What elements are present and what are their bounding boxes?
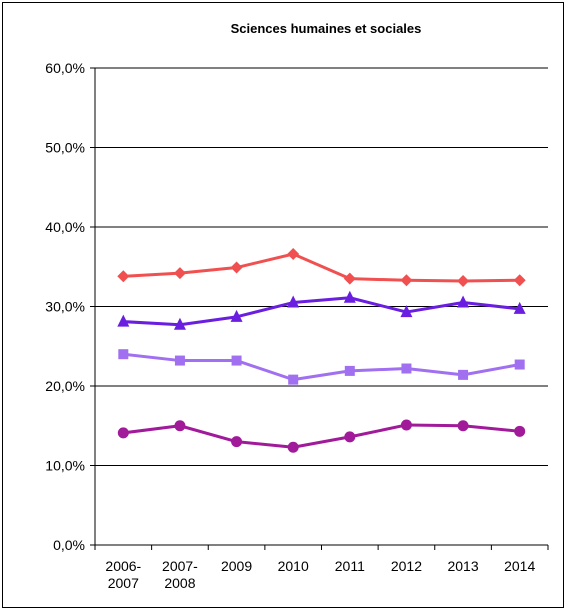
data-point	[231, 262, 243, 274]
y-tick-label: 60,0%	[45, 60, 85, 76]
x-tick-labels: 2006-2007 2007-2008 2009 2010 2011 2012 2013 20…	[105, 558, 535, 591]
y-tick-label: 10,0%	[45, 458, 85, 474]
x-tick-label: 2006-	[105, 558, 141, 574]
data-point	[231, 436, 242, 447]
x-tick-label: 2007-	[162, 558, 198, 574]
x-tick-label: 2009	[221, 558, 252, 574]
x-tick-label: 2014	[504, 558, 535, 574]
data-point	[174, 420, 185, 431]
data-point	[344, 431, 355, 442]
series-line-1	[123, 254, 519, 281]
data-point	[514, 426, 525, 437]
y-tick-label: 20,0%	[45, 378, 85, 394]
data-point	[288, 442, 299, 453]
data-point	[175, 356, 185, 366]
x-tick-label: 2012	[391, 558, 422, 574]
data-point	[118, 427, 129, 438]
data-point	[458, 370, 468, 380]
data-point	[401, 364, 411, 374]
data-point	[174, 267, 186, 279]
x-tick-label: 2013	[447, 558, 478, 574]
data-point	[514, 274, 526, 286]
data-point	[345, 366, 355, 376]
data-point	[400, 274, 412, 286]
data-point	[117, 270, 129, 282]
y-tick-label: 50,0%	[45, 140, 85, 156]
chart-title: Sciences humaines et sociales	[231, 21, 422, 36]
y-tick-labels: 0,0% 10,0% 20,0% 30,0% 40,0% 50,0% 60,0%	[45, 60, 85, 553]
data-point	[515, 360, 525, 370]
data-point	[288, 375, 298, 385]
axes	[90, 68, 548, 550]
x-tick-label: 2008	[164, 575, 195, 591]
data-point	[458, 420, 469, 431]
data-point	[287, 248, 299, 260]
x-tick-label: 2007	[108, 575, 139, 591]
x-tick-label: 2011	[335, 558, 365, 574]
y-tick-label: 30,0%	[45, 299, 85, 315]
y-tick-label: 0,0%	[53, 537, 85, 553]
series-group	[117, 248, 525, 453]
data-point	[118, 349, 128, 359]
data-point	[401, 419, 412, 430]
y-tick-label: 40,0%	[45, 219, 85, 235]
data-point	[457, 275, 469, 287]
data-point	[344, 273, 356, 285]
x-tick-label: 2010	[278, 558, 309, 574]
data-point	[232, 356, 242, 366]
